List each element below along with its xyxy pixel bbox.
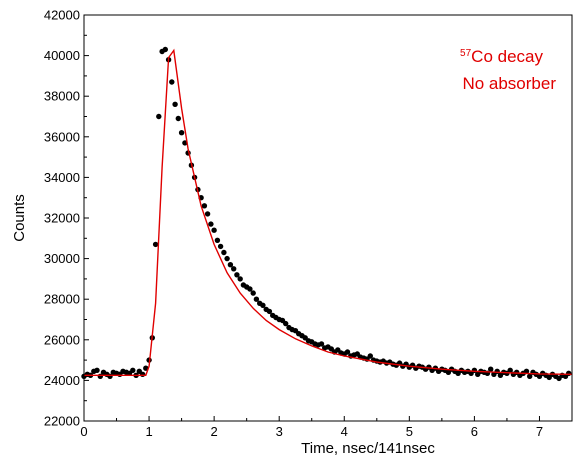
data-point xyxy=(318,341,325,347)
axis-tick-labels: 0 1 2 3 4 5 6 7 22000 24000 26000 28000 30000 32000 34… xyxy=(44,8,543,440)
y-tick-label: 36000 xyxy=(44,129,80,144)
data-point xyxy=(211,227,217,233)
data-point xyxy=(231,266,237,272)
x-tick-label: 5 xyxy=(406,424,413,439)
plot-marks xyxy=(81,46,573,382)
data-point xyxy=(234,272,240,278)
y-tick-label: 40000 xyxy=(44,48,80,63)
annotation-isotope: 57Co decay xyxy=(460,47,543,66)
data-point xyxy=(162,46,168,53)
data-point xyxy=(139,371,146,377)
data-point xyxy=(283,320,289,327)
data-point xyxy=(488,366,494,372)
data-point xyxy=(224,255,230,262)
data-point xyxy=(204,211,211,217)
y-tick-label: 34000 xyxy=(44,170,80,185)
y-axis-title: Counts xyxy=(11,194,28,242)
data-point xyxy=(156,113,162,120)
data-point xyxy=(208,221,214,227)
data-point xyxy=(367,353,373,359)
data-point xyxy=(253,296,260,302)
x-tick-label: 0 xyxy=(80,424,87,439)
data-point xyxy=(217,243,224,250)
y-tick-label: 32000 xyxy=(44,211,80,226)
data-point xyxy=(527,373,533,379)
data-point xyxy=(221,249,227,256)
data-point xyxy=(260,302,266,308)
annotation-isotope-mass: 57 xyxy=(460,48,472,59)
data-point xyxy=(178,130,185,136)
data-point xyxy=(237,276,243,282)
x-tick-label: 6 xyxy=(471,424,478,439)
data-point xyxy=(523,368,530,374)
axis-ticks xyxy=(83,14,573,422)
x-tick-label: 2 xyxy=(211,424,218,439)
y-tick-label: 42000 xyxy=(44,8,80,23)
data-point xyxy=(250,290,256,296)
y-tick-label: 24000 xyxy=(44,373,80,388)
fit-line xyxy=(84,48,573,376)
data-point xyxy=(152,241,159,248)
data-point xyxy=(344,349,351,355)
annotation-isotope-text: Co decay xyxy=(471,47,543,66)
y-tick-label: 28000 xyxy=(44,292,80,307)
x-tick-label: 3 xyxy=(276,424,283,439)
data-point xyxy=(266,308,273,315)
y-tick-label: 30000 xyxy=(44,251,80,266)
data-point xyxy=(130,367,136,373)
annotation-absorber: No absorber xyxy=(462,74,556,93)
data-point xyxy=(169,79,175,85)
data-point xyxy=(201,203,208,209)
data-point xyxy=(227,262,234,268)
data-point xyxy=(175,115,181,122)
data-point xyxy=(214,237,221,243)
data-point xyxy=(566,370,572,376)
data-point xyxy=(172,101,178,108)
x-tick-label: 4 xyxy=(341,424,348,439)
y-tick-label: 22000 xyxy=(44,414,80,429)
x-tick-label: 7 xyxy=(536,424,543,439)
y-tick-label: 38000 xyxy=(44,89,80,104)
data-point xyxy=(94,367,100,373)
data-point xyxy=(507,367,513,373)
x-tick-label: 1 xyxy=(145,424,152,439)
x-axis-title: Time, nsec/141nsec xyxy=(301,440,435,457)
y-tick-label: 26000 xyxy=(44,332,80,347)
data-point xyxy=(247,286,253,292)
